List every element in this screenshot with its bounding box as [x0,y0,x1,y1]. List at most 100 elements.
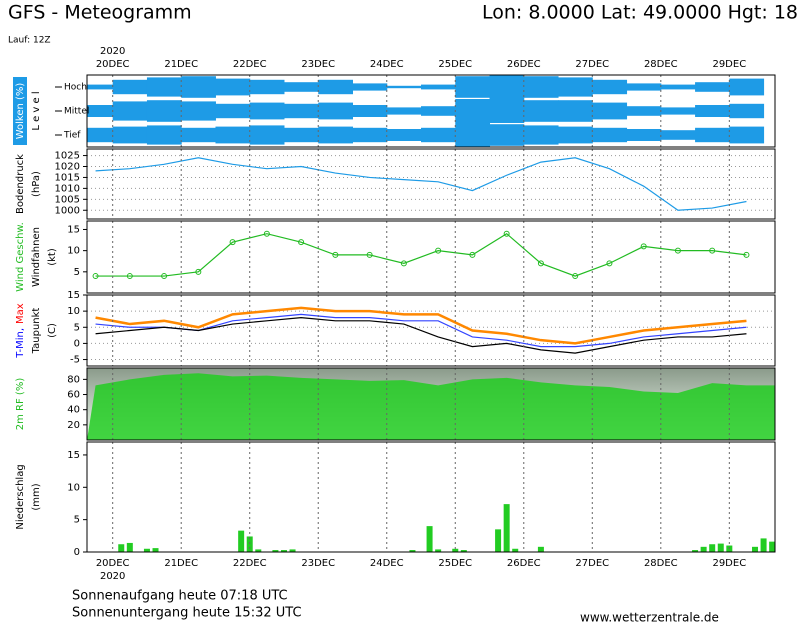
level-label: Hoch [64,83,87,93]
cloud-cover [386,107,422,115]
series-line [95,306,747,345]
y-axis-title: Bodendruck [15,154,26,214]
cloud-cover [249,125,285,145]
bar [495,529,502,552]
cloud-cover [523,100,559,122]
sunset: Sonnenuntergang heute 15:32 UTC [72,606,302,621]
y-tick-label: 1025 [55,151,80,162]
cloud-cover [660,107,696,115]
x-tick-label-bottom: 23DEC [301,558,335,569]
cloud-cover [592,127,628,143]
y-axis-title: Wind Geschw. [15,222,26,292]
point [435,247,442,254]
x-tick-label-bottom: 22DEC [233,558,267,569]
cloud-cover [695,127,730,143]
y-axis-title-part: 2m RF (%) [15,378,26,431]
cloud-cover [283,103,319,119]
y-axis-title: L e v e l [31,91,42,130]
cloud-cover [592,102,628,120]
bar [752,546,759,552]
x-tick-label-top: 27DEC [575,59,609,70]
x-tick-label-top: 25DEC [438,59,472,70]
cloud-cover [660,130,696,140]
cloud-cover [181,101,216,121]
cloud-cover [112,101,148,121]
cloud-cover [421,84,456,90]
bar [409,550,416,552]
point [400,260,407,267]
cloud-cover [489,99,525,123]
cloud-cover [181,76,216,98]
y-tick-label: 10 [67,246,80,257]
cloud-cover [87,127,114,143]
y-axis-title-part: (mm) [31,483,42,510]
year-bottom: 2020 [100,571,125,582]
point [640,243,647,250]
cloud-cover [318,126,353,144]
y-tick-label: 1015 [55,172,80,183]
cloud-cover [558,100,593,122]
cloud-cover [695,105,730,117]
y-axis-title: (hPa) [31,171,42,197]
cloud-cover [112,126,148,144]
point [263,230,270,237]
y-tick-label: 15 [67,290,80,301]
y-tick-label: 0 [74,338,80,349]
point [572,273,579,280]
point [298,239,305,246]
x-tick-label-top: 21DEC [164,59,198,70]
y-axis-title-part: Niederschlag [15,464,26,529]
cloud-cover [352,105,388,117]
run: Lauf: 12Z [8,36,51,46]
cloud-cover [558,126,593,144]
y-tick-label: 5 [74,515,80,526]
x-tick-label-top: 23DEC [301,59,335,70]
panel-frame [86,367,776,441]
point [537,260,544,267]
y-axis-title-part: Bodendruck [15,154,26,214]
x-tick-label-bottom: 27DEC [575,558,609,569]
y-axis-title-part: T-Min, [15,328,26,359]
cloud-cover [249,102,285,120]
bar [435,549,442,552]
panel-marks [95,306,747,354]
point [674,247,681,254]
bar [126,542,133,552]
cloud-cover [146,77,182,97]
y-axis-title: 2m RF (%) [15,378,26,431]
panel-frame [86,441,776,553]
cloud-cover [421,127,456,143]
panel-marks [87,373,775,440]
y-tick-label: 0 [74,547,80,558]
y-tick-label: 1010 [55,183,80,194]
y-axis-title: T-Min, Max [15,303,26,358]
cloud-cover [112,79,148,95]
cloud-cover [455,99,491,123]
y-tick-label: -5 [70,355,80,366]
y-tick-label: 5 [74,322,80,333]
y-axis-title: (C) [47,323,58,338]
y-axis-title: (kt) [47,248,58,266]
x-tick-label-top: 22DEC [233,59,267,70]
cloud-cover [455,76,491,98]
panel-marks [87,75,765,147]
point [606,260,613,267]
bar [769,541,775,552]
bar [460,550,467,552]
cloud-cover [215,78,251,96]
bar [238,530,245,552]
cloud-cover [87,84,114,90]
series-line [95,157,747,211]
bar [272,550,279,552]
cloud-cover [729,103,765,119]
cloud-cover [318,102,353,120]
area [87,373,775,440]
y-axis-title: Windfahnen [31,227,42,287]
x-tick-label-top: 24DEC [370,59,404,70]
point [161,273,168,280]
point [743,251,750,258]
y-tick-label: 10 [67,306,80,317]
y-axis-title-part: (hPa) [31,171,42,197]
cloud-cover [249,79,285,95]
